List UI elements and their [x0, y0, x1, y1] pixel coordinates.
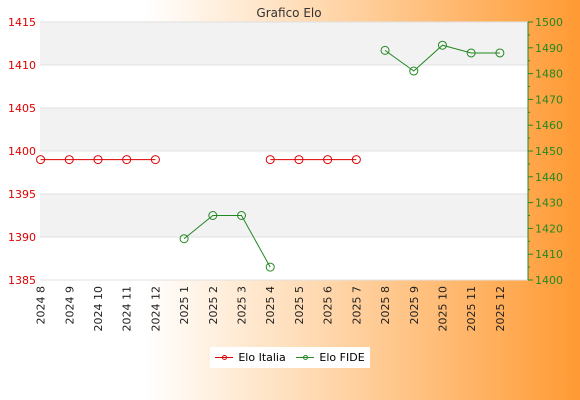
y-right-tick-label: 1430	[535, 197, 563, 210]
chart-title: Grafico Elo	[256, 6, 321, 20]
y-left-tick-label: 1385	[8, 274, 36, 287]
series-line-1	[183, 215, 271, 268]
data-point-1	[495, 48, 505, 58]
legend-label-fide: Elo FIDE	[319, 351, 365, 364]
plot-area: 1385 1390 1395 1400 1405 1410 1415 1400 1410 1420…	[8, 16, 563, 332]
legend-item-fide: Elo FIDE	[296, 351, 365, 364]
data-point-1	[179, 234, 189, 244]
data-point-1	[265, 262, 275, 272]
y-right-tick-label: 1470	[535, 93, 563, 106]
y-right-tick-label: 1420	[535, 222, 563, 235]
legend-label-italia: Elo Italia	[238, 351, 286, 364]
x-tick-label: 2024 9	[63, 286, 76, 325]
x-tick-label: 2025 9	[408, 286, 421, 325]
x-tick-label: 2025 1	[178, 286, 191, 325]
data-point-0	[93, 155, 103, 165]
x-tick-label: 2024 8	[35, 286, 48, 325]
y-right-tick-label: 1400	[535, 274, 563, 287]
data-point-0	[36, 155, 46, 165]
y-left-tick-label: 1390	[8, 231, 36, 244]
data-point-1	[237, 211, 247, 220]
data-point-0	[122, 155, 132, 165]
y-right-tick-label: 1450	[535, 145, 563, 158]
y-left-tick-label: 1410	[8, 59, 36, 72]
legend: Elo Italia Elo FIDE	[210, 347, 370, 368]
data-point-0	[64, 155, 74, 165]
data-point-1	[380, 45, 390, 55]
x-tick-label: 2024 11	[121, 286, 134, 332]
series-line-1	[384, 44, 500, 72]
legend-swatch-italia	[215, 354, 234, 362]
x-tick-label: 2025 5	[293, 286, 306, 325]
y-left-tick-label: 1395	[8, 188, 36, 201]
y-right-tick-label: 1490	[535, 42, 563, 55]
grid-band	[40, 194, 528, 237]
data-point-0	[323, 155, 333, 165]
legend-item-italia: Elo Italia	[215, 351, 286, 364]
data-point-1	[437, 40, 447, 50]
x-tick-label: 2025 11	[465, 286, 478, 332]
x-tick-label: 2025 2	[207, 286, 220, 325]
data-point-1	[208, 211, 218, 220]
grid-band	[40, 22, 528, 65]
y-left-tick-label: 1405	[8, 102, 36, 115]
y-right-tick-label: 1480	[535, 68, 563, 81]
y-right-tick-label: 1440	[535, 171, 563, 184]
data-point-0	[150, 155, 160, 165]
y-right-tick-label: 1500	[535, 16, 563, 29]
grid-band	[40, 108, 528, 151]
x-tick-label: 2025 6	[322, 286, 335, 325]
y-right-tick-label: 1410	[535, 248, 563, 261]
data-point-1	[466, 48, 476, 58]
data-point-0	[351, 155, 361, 165]
data-point-1	[409, 66, 419, 76]
data-point-0	[265, 155, 275, 165]
data-point-0	[294, 155, 304, 165]
x-tick-label: 2024 12	[149, 286, 162, 332]
legend-swatch-fide	[296, 354, 315, 362]
x-tick-label: 2025 8	[379, 286, 392, 325]
y-left-tick-label: 1415	[8, 16, 36, 29]
x-tick-label: 2025 4	[264, 286, 277, 325]
x-tick-label: 2025 7	[350, 286, 363, 325]
x-tick-label: 2025 12	[494, 286, 507, 332]
y-right-tick-label: 1460	[535, 119, 563, 132]
x-tick-label: 2024 10	[92, 286, 105, 332]
y-left-tick-label: 1400	[8, 145, 36, 158]
x-tick-label: 2025 3	[236, 286, 249, 325]
x-tick-label: 2025 10	[436, 286, 449, 332]
